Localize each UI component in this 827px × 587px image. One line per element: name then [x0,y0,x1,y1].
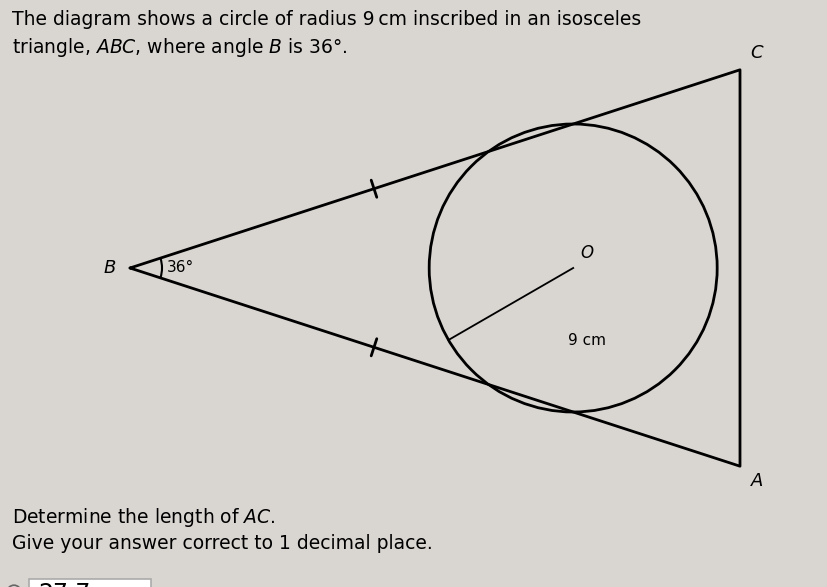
Text: cm: cm [160,585,187,587]
Text: Give your answer correct to 1 decimal place.: Give your answer correct to 1 decimal pl… [12,534,433,553]
Text: The diagram shows a circle of radius 9 cm inscribed in an isosceles: The diagram shows a circle of radius 9 c… [12,10,640,29]
Text: 9 cm: 9 cm [567,333,605,348]
Text: $A$: $A$ [749,472,763,490]
Text: 27.7: 27.7 [38,582,90,587]
Text: 36°: 36° [167,261,194,275]
Text: triangle, $ABC$, where angle $B$ is 36°.: triangle, $ABC$, where angle $B$ is 36°. [12,36,347,59]
Text: Determine the length of $AC$.: Determine the length of $AC$. [12,506,275,529]
Text: $C$: $C$ [749,44,763,62]
FancyBboxPatch shape [29,579,151,587]
Text: $O$: $O$ [580,245,594,262]
Text: $B$: $B$ [103,259,116,277]
